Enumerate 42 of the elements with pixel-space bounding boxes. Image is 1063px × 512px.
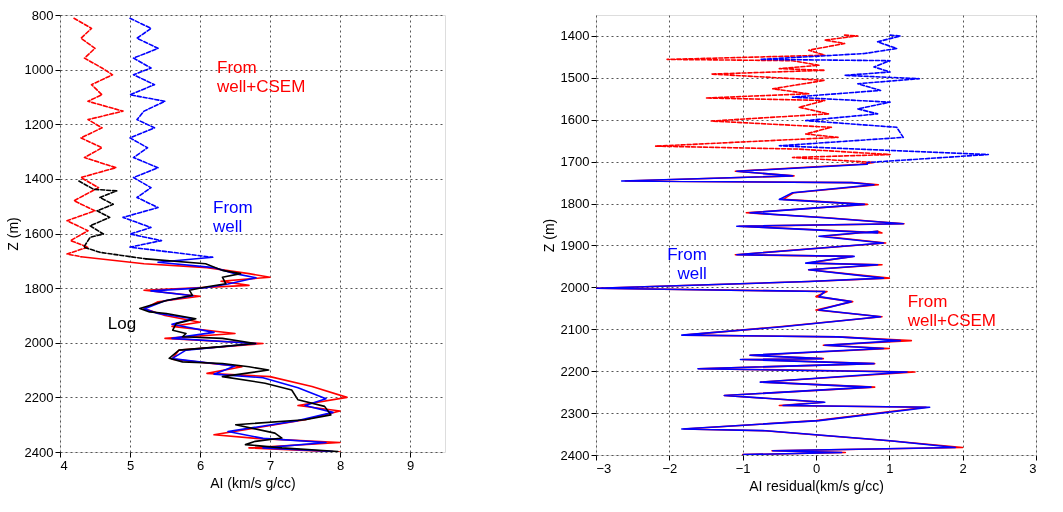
x-tick-label: 4 xyxy=(60,457,68,473)
y-tick-label: 2200 xyxy=(24,389,54,405)
y-tick-label: 1800 xyxy=(560,196,590,212)
x-tick-label: −1 xyxy=(735,460,751,476)
series-label: From well+CSEM xyxy=(906,291,997,330)
series-label: From well xyxy=(212,197,253,236)
x-tick-label: 3 xyxy=(1029,460,1037,476)
y-tick-label: 1400 xyxy=(560,28,590,44)
y-tick-label: 1200 xyxy=(24,116,54,132)
y-tick-label: 2200 xyxy=(560,363,590,379)
x-tick-label: 5 xyxy=(126,457,135,473)
series-label: From well xyxy=(667,244,707,283)
y-tick-label: 1600 xyxy=(24,226,54,241)
y-tick-label: 1000 xyxy=(24,62,54,78)
x-tick-label: 6 xyxy=(196,457,205,473)
y-tick-label: 1500 xyxy=(560,70,590,86)
x-tick-label: −2 xyxy=(662,460,678,476)
y-tick-label: 1400 xyxy=(24,171,54,187)
x-tick-label: 2 xyxy=(959,460,967,476)
y-tick-label: 1600 xyxy=(560,112,590,128)
y-axis-title: Z (m) xyxy=(540,218,557,253)
x-tick-label: 1 xyxy=(886,460,894,476)
y-tick-label: 1800 xyxy=(24,280,54,296)
x-tick-label: 9 xyxy=(406,457,415,473)
y-tick-label: 2400 xyxy=(24,444,54,460)
y-axis-title: Z (m) xyxy=(4,217,21,251)
y-tick-label: 2300 xyxy=(560,405,590,421)
y-tick-label: 2000 xyxy=(560,279,590,295)
y-tick-label: 2000 xyxy=(24,335,54,351)
x-axis-title: AI (km/s g/cc) xyxy=(210,474,296,491)
x-tick-label: 0 xyxy=(812,460,821,476)
x-tick-label: 7 xyxy=(266,457,275,473)
x-axis-title: AI residual(km/s g/cc) xyxy=(749,477,884,494)
y-tick-label: 1700 xyxy=(560,154,590,170)
series-label: Log xyxy=(107,313,137,333)
y-tick-label: 2100 xyxy=(560,321,590,337)
y-tick-label: 800 xyxy=(31,7,54,23)
x-tick-label: 8 xyxy=(336,457,345,473)
x-tick-label: −3 xyxy=(596,460,612,476)
text: From well+CSEM xyxy=(216,57,306,96)
y-tick-label: 1900 xyxy=(560,237,590,253)
y-tick-label: 2400 xyxy=(560,447,590,463)
